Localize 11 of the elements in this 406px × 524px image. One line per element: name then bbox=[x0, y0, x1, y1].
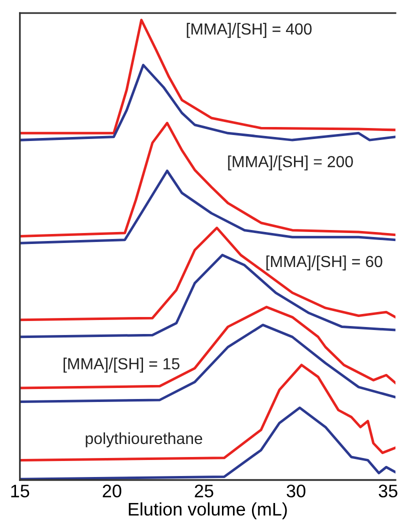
x-tick-label: 30 bbox=[286, 484, 306, 498]
x-tick-label: 35 bbox=[378, 484, 398, 498]
annotation: [MMA]/[SH] = 400 bbox=[186, 22, 312, 38]
annotation: polythiourethane bbox=[86, 432, 202, 448]
annotation: [MMA]/[SH] = 60 bbox=[266, 255, 382, 270]
x-tick-label: 25 bbox=[194, 484, 214, 498]
x-tick-label: 20 bbox=[102, 484, 122, 498]
x-axis-title: Elution volume (mL) bbox=[128, 502, 287, 520]
annotation: [MMA]/[SH] = 15 bbox=[64, 358, 180, 373]
annotation: [MMA]/[SH] = 200 bbox=[228, 156, 353, 170]
x-tick-label: 15 bbox=[11, 484, 30, 498]
